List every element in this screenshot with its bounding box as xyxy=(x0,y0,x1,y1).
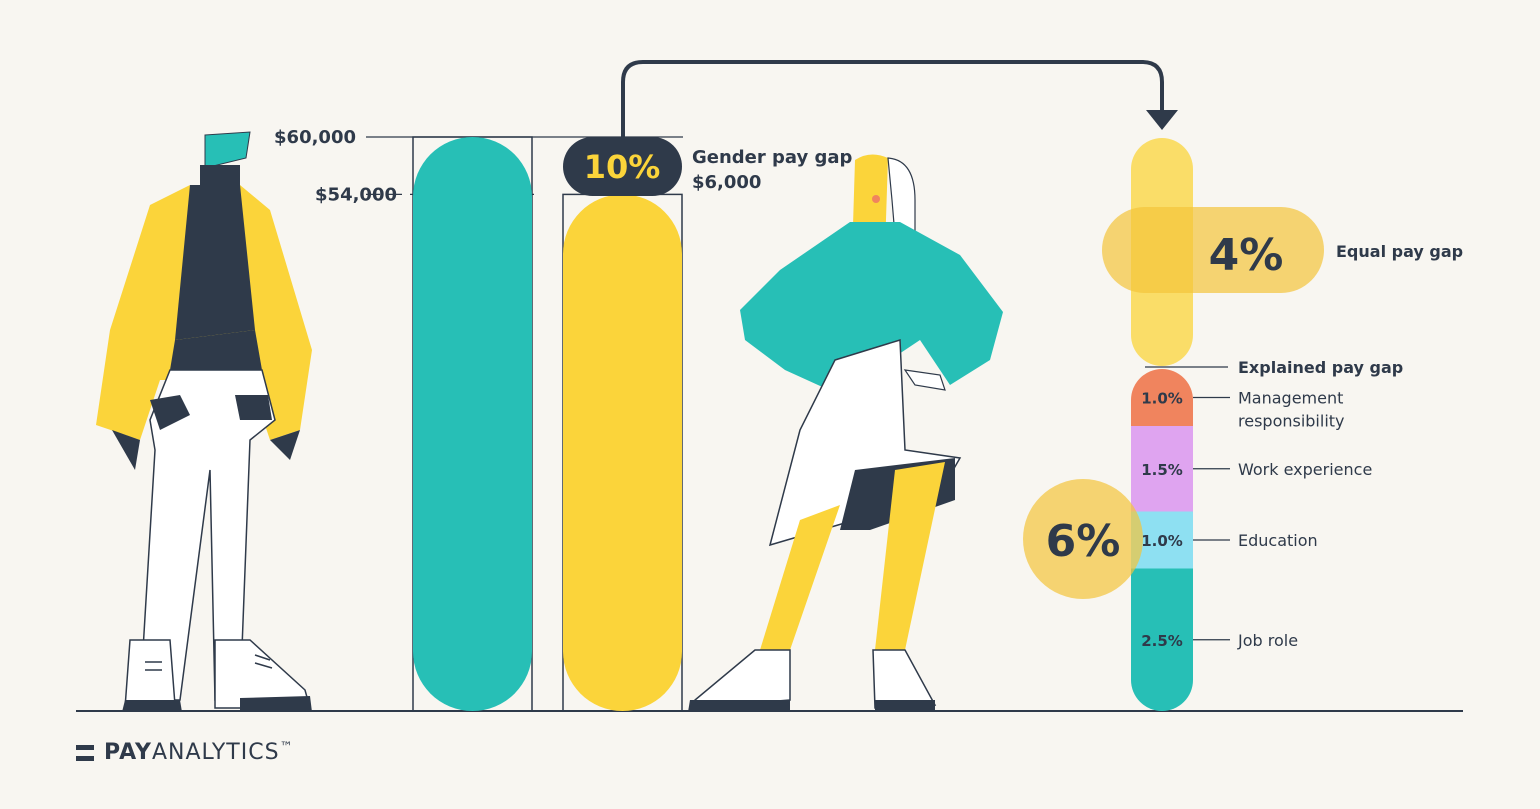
payanalytics-logo: PAYANALYTICS™ xyxy=(76,740,294,765)
equal-gap-percent: 4% xyxy=(1209,230,1284,281)
y-label-women: $54,000 xyxy=(315,184,397,205)
explained-total-label: 6% xyxy=(1046,516,1121,567)
woman-illustration xyxy=(688,154,1003,712)
logo-bold: PAY xyxy=(104,740,152,765)
y-label-men: $60,000 xyxy=(274,127,356,148)
logo-mark-icon xyxy=(76,744,94,761)
explained-stack-labels: 1.0% Management responsibility 1.5% Work exp… xyxy=(1141,389,1372,650)
gap-arrow xyxy=(621,60,1164,140)
stack-value-label: 1.0% xyxy=(1141,532,1183,550)
stack-category-label: Education xyxy=(1238,531,1318,550)
logo-light: ANALYTICS xyxy=(151,740,280,765)
gap-label: Gender pay gap xyxy=(692,147,853,168)
equal-gap-bubble xyxy=(1102,207,1324,293)
stack-category-label: responsibility xyxy=(1238,412,1345,431)
stack-value-label: 1.0% xyxy=(1141,390,1183,408)
equal-gap-label: Equal pay gap xyxy=(1336,242,1463,261)
bar-chart: $60,000 $54,000 xyxy=(274,127,683,712)
gap-amount: $6,000 xyxy=(692,172,761,193)
gap-percent: 10% xyxy=(584,148,661,186)
stack-segment-job-role xyxy=(1131,568,1193,711)
arrow-head-icon xyxy=(1146,110,1178,130)
stack-category-label: Work experience xyxy=(1238,460,1372,479)
man-illustration xyxy=(96,131,312,712)
gender-gap-group: 10% Gender pay gap $6,000 xyxy=(563,60,1178,196)
stack-category-label: Job role xyxy=(1237,631,1298,650)
bar-women xyxy=(563,194,682,711)
stack-value-label: 1.5% xyxy=(1141,461,1183,479)
explained-stack xyxy=(1131,369,1193,711)
bar-men xyxy=(413,137,532,711)
stack-segment-work-experience xyxy=(1131,426,1193,512)
logo-tm: ™ xyxy=(279,740,294,755)
gap-decomposition: 4% Equal pay gap Explained pay gap 1.0% M… xyxy=(1023,138,1463,711)
gap-badge xyxy=(563,137,682,196)
stack-category-label: Management xyxy=(1238,389,1343,408)
stack-segment-management-responsibility xyxy=(1131,369,1193,427)
logo-text: PAYANALYTICS™ xyxy=(104,740,294,765)
explained-label: Explained pay gap xyxy=(1238,358,1403,377)
explained-total-bubble xyxy=(1023,479,1143,599)
stack-value-label: 2.5% xyxy=(1141,632,1183,650)
